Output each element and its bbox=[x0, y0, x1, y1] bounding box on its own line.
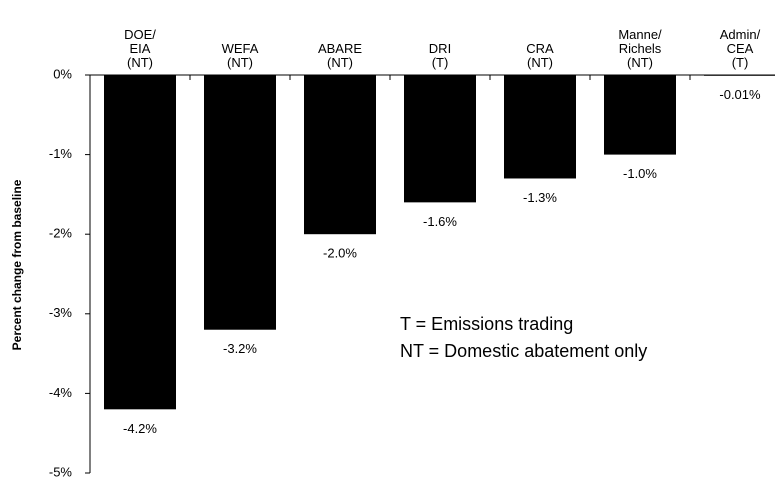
bar bbox=[604, 75, 676, 155]
category-label: WEFA (NT) bbox=[221, 41, 259, 70]
bar bbox=[204, 75, 276, 330]
category-label: CRA (NT) bbox=[526, 41, 554, 70]
value-label: -4.2% bbox=[123, 421, 157, 436]
bar bbox=[704, 75, 775, 76]
value-label: -1.3% bbox=[523, 190, 557, 205]
annotation: NT = Domestic abatement only bbox=[400, 341, 647, 361]
y-tick-label: 0% bbox=[53, 66, 72, 81]
y-tick-label: -2% bbox=[49, 226, 73, 241]
value-label: -0.01% bbox=[719, 87, 761, 102]
category-label: ABARE (NT) bbox=[317, 41, 363, 70]
y-tick-label: -5% bbox=[49, 464, 73, 478]
bar bbox=[304, 75, 376, 235]
bar bbox=[104, 75, 176, 410]
value-label: -2.0% bbox=[323, 246, 357, 261]
bar bbox=[504, 75, 576, 179]
category-label: Manne/ Richels (NT) bbox=[618, 27, 662, 70]
value-label: -1.6% bbox=[423, 214, 457, 229]
value-label: -3.2% bbox=[223, 341, 257, 356]
y-axis-label: Percent change from baseline bbox=[10, 179, 24, 350]
y-tick-label: -4% bbox=[49, 385, 73, 400]
annotation: T = Emissions trading bbox=[400, 314, 573, 334]
category-label: Admin/ CEA (T) bbox=[719, 27, 761, 70]
category-label: DOE/ EIA (NT) bbox=[124, 27, 156, 70]
y-tick-label: -3% bbox=[49, 305, 73, 320]
bar bbox=[404, 75, 476, 203]
value-label: -1.0% bbox=[623, 166, 657, 181]
y-tick-label: -1% bbox=[49, 146, 73, 161]
category-label: DRI (T) bbox=[428, 41, 452, 70]
